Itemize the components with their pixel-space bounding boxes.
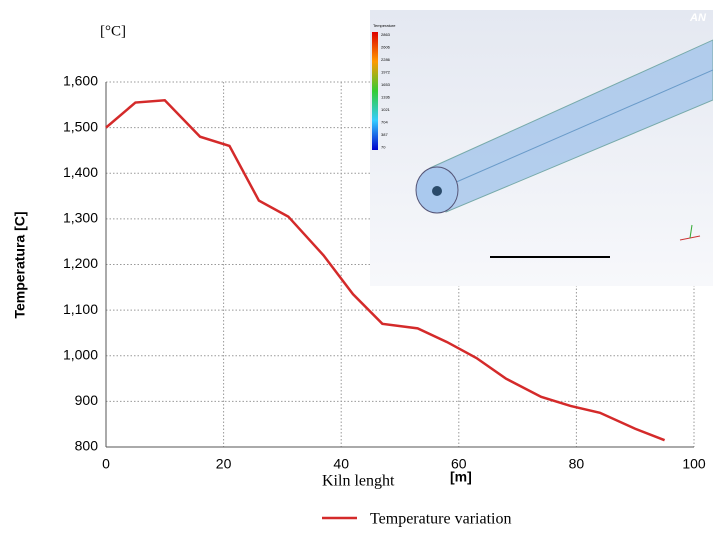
legend-label: Temperature variation (370, 511, 511, 528)
y-tick-label: 1,100 (63, 301, 98, 317)
colorbar-label: 2286 (381, 57, 391, 62)
logo: AN (689, 12, 707, 24)
colorbar-label: 1336 (381, 95, 391, 100)
y-tick-label: 1,600 (63, 73, 98, 89)
y-tick-label: 1,000 (63, 346, 98, 362)
inset-image: Temperature AN 2863 2606 2286 1972 1653 1336 1… (370, 10, 713, 286)
x-tick-label: 60 (451, 456, 467, 472)
y-tick-label: 1,200 (63, 255, 98, 271)
x-tick-label: 0 (102, 456, 110, 472)
inlet (432, 186, 442, 196)
y-axis-title: Temperatura [C] (12, 211, 28, 318)
x-tick-label: 100 (682, 456, 706, 472)
colorbar-label: 1021 (381, 107, 391, 112)
y-tick-label: 1,400 (63, 164, 98, 180)
x-axis-title: Kiln lenght (322, 473, 395, 490)
y-tick-label: 800 (75, 438, 99, 454)
colorbar-label: 1972 (381, 70, 391, 75)
colorbar-label: 70 (381, 145, 386, 150)
colorbar-label: 2606 (381, 45, 391, 50)
x-tick-label: 20 (216, 456, 232, 472)
x-tick-label: 40 (333, 456, 349, 472)
colorbar-label: 1653 (381, 82, 391, 87)
colorbar-label: 387 (381, 132, 388, 137)
y-tick-label: 1,300 (63, 210, 98, 226)
chart: [°C] Temperatura [C] Kiln lenght [m] 800… (0, 0, 713, 550)
x-tick-label: 80 (569, 456, 585, 472)
y-tick-label: 900 (75, 392, 99, 408)
unit-label: [°C] (100, 23, 126, 39)
colorbar-label: 2863 (381, 32, 391, 37)
y-tick-label: 1,500 (63, 118, 98, 134)
colorbar (372, 32, 378, 150)
colorbar-title: Temperature (373, 23, 396, 28)
colorbar-label: 704 (381, 120, 388, 125)
